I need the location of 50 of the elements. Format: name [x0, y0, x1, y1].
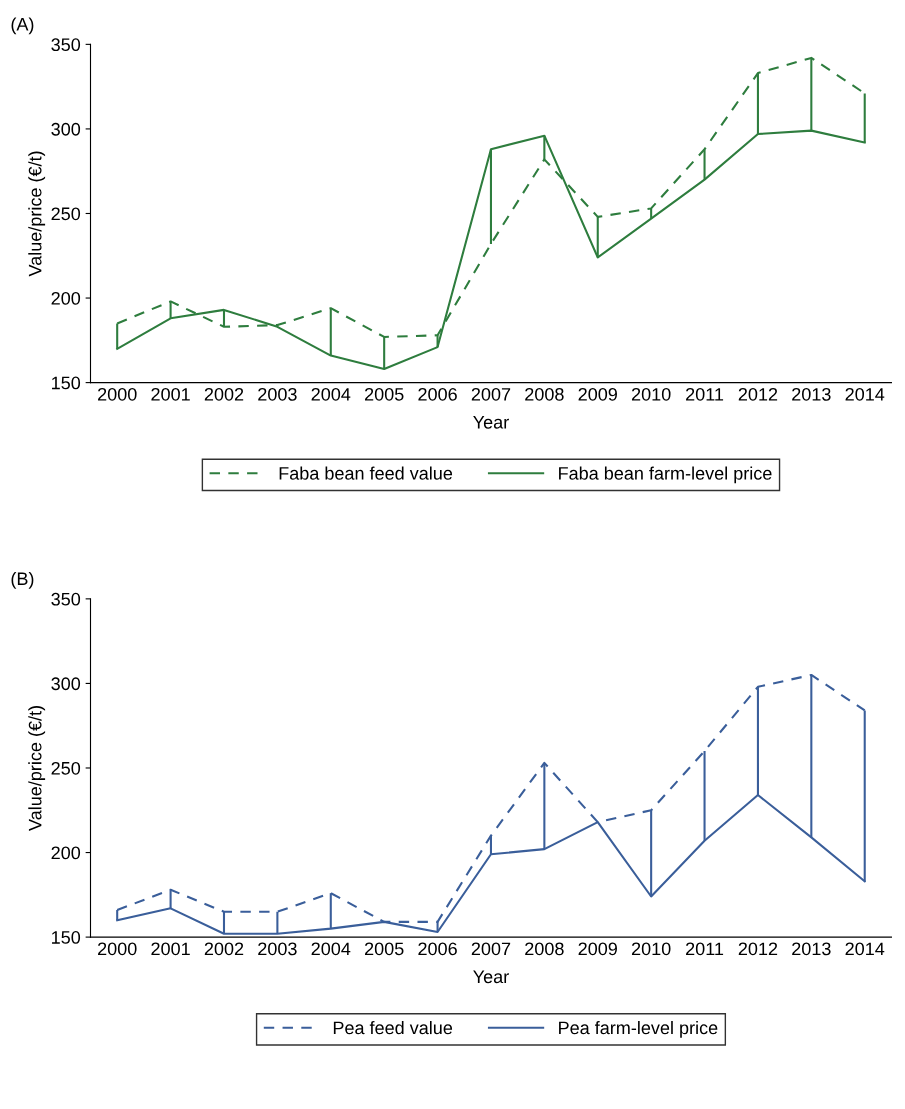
x-tick-label: 2002 [204, 942, 244, 956]
x-tick-label: 2013 [792, 942, 831, 956]
y-tick-label: 300 [51, 122, 81, 136]
x-tick-label: 2008 [525, 942, 564, 956]
y-tick-label: 150 [52, 931, 81, 944]
x-tick-label: 2001 [151, 942, 190, 956]
x-tick-label: 2010 [631, 942, 671, 956]
y-axis-title: Value/price (€/t) [28, 706, 46, 831]
x-tick-label: 2012 [738, 942, 778, 956]
x-tick-label: 2006 [418, 387, 457, 401]
x-tick-label: 2001 [151, 387, 190, 401]
x-tick-label: 2009 [578, 942, 617, 956]
x-tick-label: 2009 [578, 387, 617, 401]
x-tick-label: 2002 [204, 387, 244, 401]
x-tick-label: 2006 [418, 942, 457, 956]
legend-label: Faba bean farm-level price [559, 466, 772, 484]
y-tick-label: 350 [51, 592, 81, 606]
y-tick-label: 350 [51, 38, 81, 52]
x-axis-title: Year [473, 416, 509, 429]
chart-title: (A) [11, 17, 34, 35]
x-tick-label: 2008 [525, 387, 564, 401]
y-tick-label: 200 [51, 846, 81, 860]
x-tick-label: 2005 [365, 387, 404, 401]
y-tick-label: 200 [51, 291, 81, 305]
x-tick-label: 2013 [792, 387, 831, 401]
x-tick-label: 2007 [471, 942, 511, 956]
y-axis-title: Value/price (€/t) [28, 151, 46, 277]
x-tick-label: 2014 [845, 942, 885, 956]
x-tick-label: 2003 [258, 387, 297, 401]
chart-title: (B) [11, 571, 34, 589]
legend-label: Faba bean feed value [279, 466, 453, 480]
x-tick-label: 2011 [686, 942, 724, 956]
x-tick-label: 2003 [258, 942, 297, 956]
x-tick-label: 2004 [311, 387, 351, 401]
x-tick-label: 2004 [311, 942, 351, 956]
x-tick-label: 2007 [471, 387, 511, 401]
y-tick-label: 250 [51, 761, 81, 775]
x-tick-label: 2014 [845, 387, 885, 401]
legend-label: Pea farm-level price [559, 1021, 718, 1038]
x-tick-label: 2011 [686, 387, 724, 401]
x-axis-title: Year [473, 970, 509, 984]
y-tick-label: 150 [52, 376, 81, 390]
x-tick-label: 2005 [365, 942, 404, 956]
x-tick-label: 2000 [98, 387, 137, 401]
legend-label: Pea feed value [333, 1021, 453, 1035]
y-tick-label: 300 [51, 677, 81, 691]
x-tick-label: 2010 [631, 387, 671, 401]
y-tick-label: 250 [51, 207, 81, 221]
x-tick-label: 2012 [738, 387, 778, 401]
x-tick-label: 2000 [98, 942, 137, 956]
